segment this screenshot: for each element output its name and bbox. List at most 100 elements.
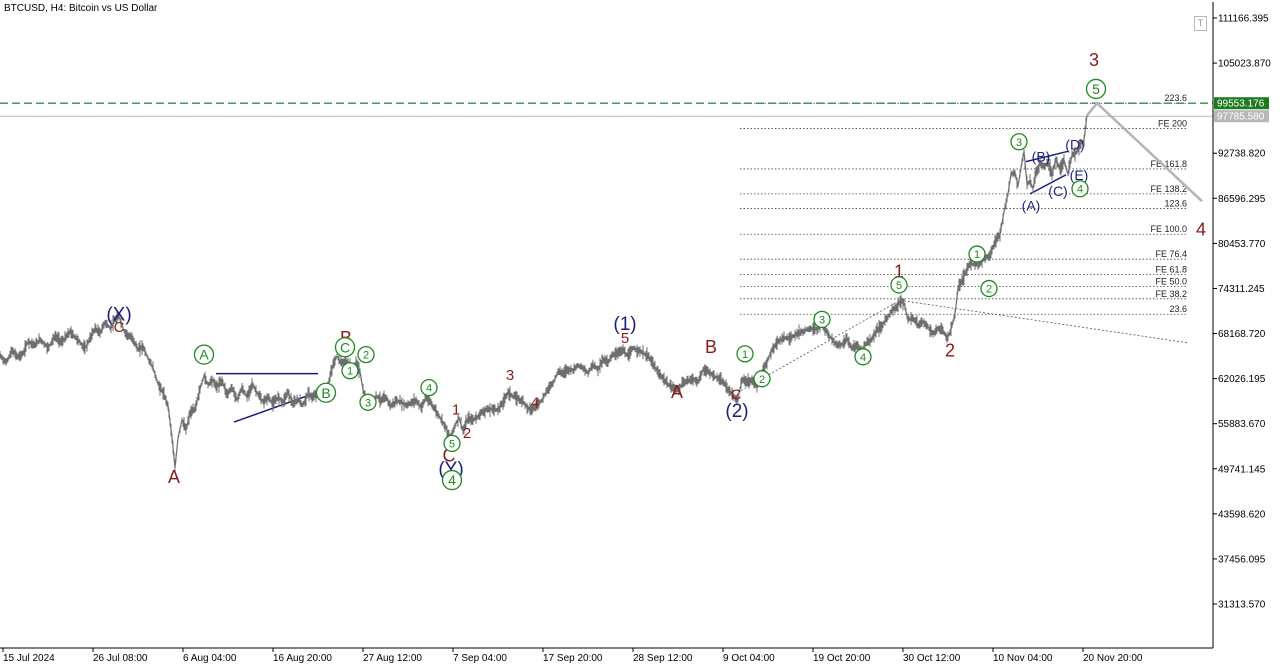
y-tick-label: 49741.145 <box>1218 464 1266 475</box>
fib-level-label: FE 76.4 <box>1155 249 1187 259</box>
chart-shift-button[interactable]: T <box>1194 16 1207 31</box>
wave-label-circle <box>341 362 359 380</box>
wave-label: (1) <box>613 314 636 335</box>
wave-label: (E) <box>1070 167 1089 183</box>
wave-label-circle <box>890 276 908 294</box>
x-tick-label: 6 Aug 04:00 <box>183 653 237 664</box>
wave-label-circle <box>334 337 356 358</box>
x-tick-label: 27 Aug 12:00 <box>363 653 422 664</box>
wave-label-circle <box>1010 133 1028 151</box>
y-tick-label: 92738.820 <box>1218 149 1266 160</box>
wave-label-circle <box>420 378 438 397</box>
price-series-line <box>0 115 1088 468</box>
y-tick-label: 111166.395 <box>1218 14 1269 25</box>
wave-label: 5 <box>621 330 629 347</box>
wave-label: 3 <box>506 367 514 384</box>
wave-label-circle <box>441 469 463 491</box>
x-tick-label: 15 Jul 2024 <box>3 653 55 664</box>
wave-label: A <box>199 347 209 363</box>
wave-label-circle <box>1071 180 1089 198</box>
fib-level-label: FE 61.8 <box>1155 265 1187 275</box>
x-tick-label: 10 Nov 04:00 <box>993 653 1053 664</box>
wave-labels-layer: (X)CAABBC213412C5(Y)434(1)5AB12C(2)34152… <box>106 50 1206 491</box>
wave-label-circle <box>315 382 337 403</box>
wave-label: (B) <box>1032 148 1051 164</box>
wave-label-circle <box>736 345 754 363</box>
wave-label: 4 <box>860 352 866 364</box>
y-tick-label: 55883.670 <box>1218 419 1266 430</box>
price-line-tag <box>1214 97 1269 110</box>
wave-label: 4 <box>448 472 456 488</box>
wave-label-circle <box>968 245 986 263</box>
wave-label: 1 <box>894 261 904 281</box>
x-tick-label: 26 Jul 08:00 <box>93 653 148 664</box>
y-tick-label: 86596.295 <box>1218 194 1266 205</box>
wave-label-circle <box>1085 78 1107 100</box>
fib-level-label: 123.6 <box>1164 199 1187 209</box>
x-tick-label: 17 Sep 20:00 <box>543 653 603 664</box>
wave-label: (X) <box>106 304 131 325</box>
price-lines-layer: 99553.176 97785.580 <box>0 97 1269 123</box>
wave-label: 4 <box>531 395 539 412</box>
wave-label-circle <box>443 434 461 453</box>
wave-label: 5 <box>449 438 455 450</box>
price-series-layer <box>0 101 1203 472</box>
wave-label-circle <box>193 344 215 365</box>
wave-label: 3 <box>819 314 825 326</box>
wave-label-circle <box>980 279 998 298</box>
wave-label-circle <box>359 393 377 411</box>
fib-level-label: FE 100.0 <box>1150 224 1187 234</box>
y-tick-label: 74311.245 <box>1218 284 1265 295</box>
wave-label: 4 <box>1077 184 1083 196</box>
last-price-label: 97785.580 <box>1217 112 1265 123</box>
wave-4-projection-line <box>1086 101 1203 203</box>
wave-label: 2 <box>363 350 369 362</box>
trend-lines-layer <box>216 150 1189 423</box>
x-tick-label: 28 Sep 12:00 <box>633 653 693 664</box>
price-line-label: 99553.176 <box>1217 99 1265 110</box>
last-price-tag <box>1214 110 1269 123</box>
y-tick-label: 43598.620 <box>1218 509 1266 520</box>
wave-label: 5 <box>1092 81 1100 97</box>
wave-label-circle <box>813 310 831 329</box>
wave-label: 2 <box>759 374 765 386</box>
y-tick-label: 37456.095 <box>1218 554 1266 565</box>
y-tick-label: 62026.195 <box>1218 374 1266 385</box>
x-tick-label: 19 Oct 20:00 <box>813 653 871 664</box>
wave-label: B <box>705 337 717 357</box>
wave-label: 1 <box>974 249 980 261</box>
dotted-channel-line <box>740 299 901 391</box>
fib-level-label: 223.6 <box>1164 93 1187 103</box>
wave-label: C <box>731 387 742 404</box>
y-tick-label: 105023.870 <box>1218 59 1271 70</box>
wave-label: B <box>321 385 330 401</box>
chart-title: BTCUSD, H4: Bitcoin vs US Dollar <box>4 3 158 14</box>
trend-line <box>1025 150 1069 163</box>
y-tick-label: 80453.770 <box>1218 239 1266 250</box>
wave-label: (2) <box>725 401 748 422</box>
x-tick-label: 20 Nov 20:00 <box>1083 653 1143 664</box>
axes-layer: 111166.395 105023.870 92738.820 86596.295 80… <box>0 2 1271 664</box>
wave-label-circle <box>357 345 375 364</box>
y-tick-label: 31313.570 <box>1218 600 1266 611</box>
wave-label: 2 <box>986 284 992 296</box>
x-tick-label: 9 Oct 04:00 <box>723 653 775 664</box>
wave-label: 2 <box>463 425 471 442</box>
x-tick-label: 7 Sep 04:00 <box>453 653 507 664</box>
wave-label-circle <box>854 348 872 366</box>
fib-level-label: FE 161.8 <box>1150 159 1187 169</box>
fib-level-label: FE 50.0 <box>1155 276 1187 286</box>
x-tick-label: 16 Aug 20:00 <box>273 653 332 664</box>
wave-label: C <box>114 319 125 336</box>
dotted-channel-line <box>899 299 1189 344</box>
fib-level-label: FE 38.2 <box>1155 289 1187 299</box>
wave-label: 3 <box>365 397 371 409</box>
wave-label: C <box>340 339 350 355</box>
trend-line <box>1029 174 1067 195</box>
wave-label: (C) <box>1048 183 1067 199</box>
wave-label: 2 <box>945 341 955 361</box>
wave-label: 4 <box>1196 220 1206 240</box>
